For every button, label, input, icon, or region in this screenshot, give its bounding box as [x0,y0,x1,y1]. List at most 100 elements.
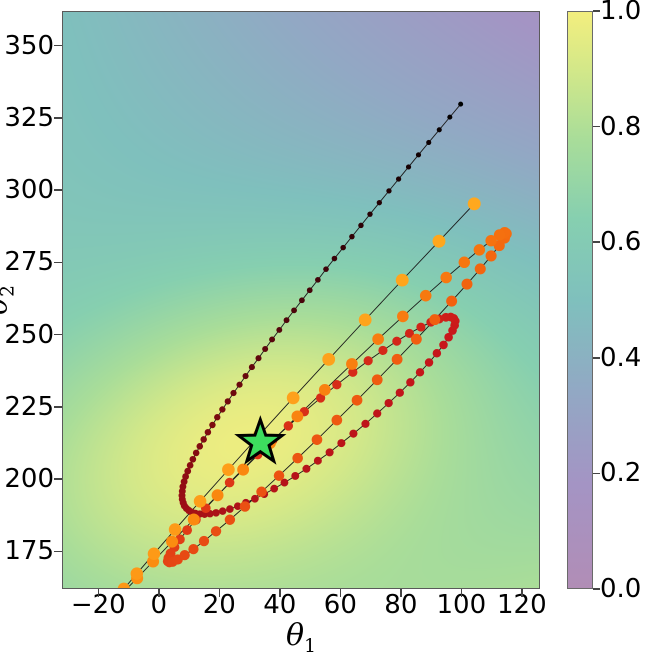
trajectory-point [358,313,372,327]
trajectory-point [429,314,441,326]
colorbar-tick-mark [593,357,600,359]
trajectory-point [404,328,414,338]
y-tick-mark [54,333,62,336]
trajectory-point [306,287,313,294]
x-tick-label: 0 [150,590,168,620]
x-axis-label: θ1 [62,618,540,657]
trajectory-point [371,374,383,386]
trajectory-point [426,139,432,146]
trajectory-point [446,295,458,307]
trajectory-point [210,526,222,537]
trajectory-point [386,188,392,194]
colorbar-tick-label: 0.0 [600,574,642,604]
trajectory-point [315,277,321,283]
trajectory-point [248,364,255,371]
colorbar-tick-label: 0.8 [600,111,642,142]
trajectory-point [179,550,190,561]
trajectory-point [331,414,343,426]
trajectory-point [212,509,220,517]
colorbar-tick-label: 0.4 [600,342,642,373]
trajectory-point [351,394,363,406]
trajectory-point [192,449,200,457]
y-tick-label: 225 [4,391,54,422]
x-tick-mark [400,589,402,597]
gradient-descent-trajectory [117,101,512,588]
trajectory-point [373,409,382,418]
y-tick-label: 325 [4,102,54,133]
x-tick-mark [460,589,463,597]
trajectory-point [224,398,231,405]
trajectory-point [395,273,409,287]
trajectory-point [391,353,403,365]
trajectory-point [349,429,358,438]
trajectory-point [372,333,384,345]
trajectory-point [346,358,358,370]
trajectory-point [384,398,393,408]
trajectory-point [224,477,235,488]
y-tick-mark [54,478,62,480]
trajectory-point [361,419,370,428]
trajectory-point [204,428,212,436]
trajectory-point [458,256,471,269]
trajectory-point [273,470,285,481]
trajectory-point [292,452,303,464]
y-tick-label: 200 [4,464,54,495]
trajectory-point [340,244,346,251]
trajectory-point [447,114,453,120]
y-tick-mark [54,261,62,264]
trajectory-point [218,507,227,515]
trajectory-point [415,152,422,158]
y-tick-label: 175 [4,536,54,567]
trajectory-point [302,464,311,473]
trajectory-point [392,336,402,346]
trajectory-point [415,368,425,377]
trajectory-point [130,567,144,580]
trajectory-point [378,345,388,355]
trajectory-point [242,372,249,380]
trajectory-point [224,514,236,525]
trajectory-point [269,336,276,343]
trajectory-point [230,389,237,397]
trajectory-point [395,388,404,397]
trajectory-point [196,443,204,450]
trajectory-point [166,535,179,548]
trajectory-point [189,455,197,463]
trajectory-point [299,297,305,304]
trajectory-point [474,263,486,275]
x-tick-mark [158,589,160,597]
trajectory-point [322,352,336,366]
trajectory-point [239,501,251,512]
trajectory-point [168,523,182,536]
axis-label-subscript: 2 [0,285,18,297]
y-tick-label: 300 [4,175,54,206]
trajectory-point [363,356,373,366]
trajectory-point [209,421,216,429]
y-tick-mark [54,44,62,47]
y-tick-mark [54,406,62,408]
trajectory-point [280,478,289,487]
y-tick-mark [54,550,62,553]
trajectory-point [337,439,346,448]
y-tick-label: 250 [4,319,54,350]
colorbar-tick-label: 0.2 [600,458,642,489]
plot-area [62,11,540,589]
trajectory-point [283,421,294,431]
trajectory-point [424,358,434,367]
trajectory-point [485,250,497,262]
trajectory-point [436,127,442,133]
x-tick-mark [279,589,281,597]
trajectory-point [200,436,207,443]
y-tick-mark [54,189,62,191]
x-tick-mark [339,589,342,597]
trajectory-point [332,380,342,390]
trajectory-point [440,271,452,284]
trajectory-point [397,310,409,323]
trajectory-point [395,176,402,182]
trajectory-point [117,582,130,588]
y-tick-label: 275 [4,247,54,278]
y-tick-mark [54,117,62,119]
y-tick-label: 350 [4,30,54,61]
trajectory-point [188,543,199,555]
axis-label-symbol: θ [0,297,14,315]
colorbar-tick-mark [593,472,600,475]
